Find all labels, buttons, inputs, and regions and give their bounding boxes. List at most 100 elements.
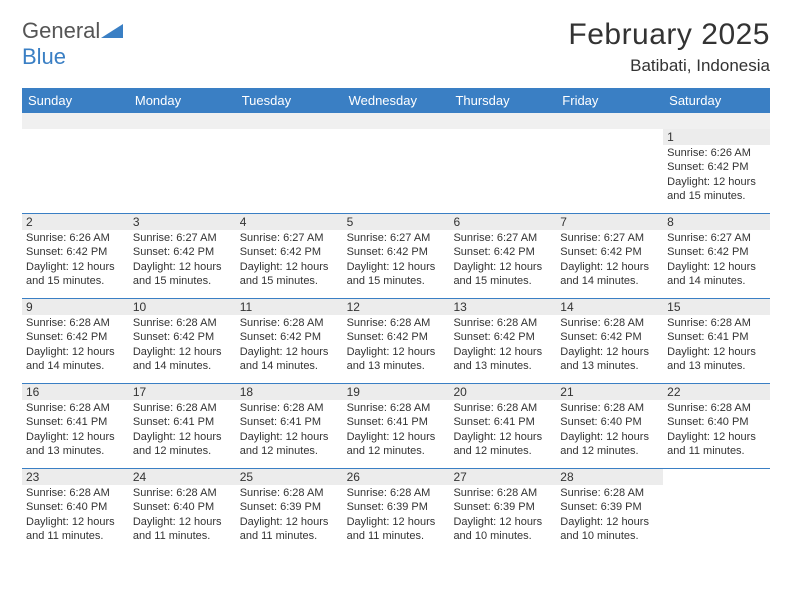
day-cell: 3Sunrise: 6:27 AMSunset: 6:42 PMDaylight… bbox=[129, 214, 236, 298]
calendar: Sunday Monday Tuesday Wednesday Thursday… bbox=[22, 88, 770, 553]
sunset-text: Sunset: 6:42 PM bbox=[667, 160, 766, 174]
daylight-text: Daylight: 12 hours and 13 minutes. bbox=[453, 345, 552, 374]
sunset-text: Sunset: 6:42 PM bbox=[133, 330, 232, 344]
day-cell: 5Sunrise: 6:27 AMSunset: 6:42 PMDaylight… bbox=[343, 214, 450, 298]
sunrise-text: Sunrise: 6:28 AM bbox=[26, 316, 125, 330]
weekday-header: Wednesday bbox=[343, 88, 450, 113]
day-number: 13 bbox=[449, 299, 556, 315]
day-body: Sunrise: 6:27 AMSunset: 6:42 PMDaylight:… bbox=[343, 230, 450, 292]
sunset-text: Sunset: 6:41 PM bbox=[667, 330, 766, 344]
day-number: 17 bbox=[129, 384, 236, 400]
day-number: 9 bbox=[22, 299, 129, 315]
sunrise-text: Sunrise: 6:28 AM bbox=[560, 486, 659, 500]
day-number: 15 bbox=[663, 299, 770, 315]
day-number: 7 bbox=[556, 214, 663, 230]
day-body: Sunrise: 6:27 AMSunset: 6:42 PMDaylight:… bbox=[556, 230, 663, 292]
day-number: 6 bbox=[449, 214, 556, 230]
daylight-text: Daylight: 12 hours and 13 minutes. bbox=[667, 345, 766, 374]
sunrise-text: Sunrise: 6:28 AM bbox=[453, 316, 552, 330]
daylight-text: Daylight: 12 hours and 13 minutes. bbox=[560, 345, 659, 374]
day-cell: 14Sunrise: 6:28 AMSunset: 6:42 PMDayligh… bbox=[556, 299, 663, 383]
day-body: Sunrise: 6:28 AMSunset: 6:41 PMDaylight:… bbox=[663, 315, 770, 377]
sunset-text: Sunset: 6:41 PM bbox=[347, 415, 446, 429]
sunrise-text: Sunrise: 6:28 AM bbox=[453, 486, 552, 500]
location-label: Batibati, Indonesia bbox=[568, 56, 770, 76]
sunset-text: Sunset: 6:41 PM bbox=[453, 415, 552, 429]
day-body: Sunrise: 6:28 AMSunset: 6:42 PMDaylight:… bbox=[236, 315, 343, 377]
sunset-text: Sunset: 6:41 PM bbox=[240, 415, 339, 429]
weekday-header: Sunday bbox=[22, 88, 129, 113]
daylight-text: Daylight: 12 hours and 12 minutes. bbox=[453, 430, 552, 459]
day-number: 11 bbox=[236, 299, 343, 315]
daylight-text: Daylight: 12 hours and 11 minutes. bbox=[667, 430, 766, 459]
month-title: February 2025 bbox=[568, 18, 770, 52]
sunrise-text: Sunrise: 6:26 AM bbox=[667, 146, 766, 160]
day-body: Sunrise: 6:28 AMSunset: 6:40 PMDaylight:… bbox=[129, 485, 236, 547]
day-number: 27 bbox=[449, 469, 556, 485]
day-cell: 25Sunrise: 6:28 AMSunset: 6:39 PMDayligh… bbox=[236, 469, 343, 553]
daylight-text: Daylight: 12 hours and 14 minutes. bbox=[240, 345, 339, 374]
day-number: 8 bbox=[663, 214, 770, 230]
sunset-text: Sunset: 6:42 PM bbox=[453, 245, 552, 259]
sunrise-text: Sunrise: 6:28 AM bbox=[560, 316, 659, 330]
day-cell: 1Sunrise: 6:26 AMSunset: 6:42 PMDaylight… bbox=[663, 129, 770, 213]
day-cell: 22Sunrise: 6:28 AMSunset: 6:40 PMDayligh… bbox=[663, 384, 770, 468]
day-cell: 13Sunrise: 6:28 AMSunset: 6:42 PMDayligh… bbox=[449, 299, 556, 383]
day-cell: 2Sunrise: 6:26 AMSunset: 6:42 PMDaylight… bbox=[22, 214, 129, 298]
day-number: 10 bbox=[129, 299, 236, 315]
sunset-text: Sunset: 6:40 PM bbox=[26, 500, 125, 514]
sunrise-text: Sunrise: 6:28 AM bbox=[347, 486, 446, 500]
daylight-text: Daylight: 12 hours and 12 minutes. bbox=[347, 430, 446, 459]
sunset-text: Sunset: 6:42 PM bbox=[240, 330, 339, 344]
day-cell: 9Sunrise: 6:28 AMSunset: 6:42 PMDaylight… bbox=[22, 299, 129, 383]
day-number: 23 bbox=[22, 469, 129, 485]
day-cell: 15Sunrise: 6:28 AMSunset: 6:41 PMDayligh… bbox=[663, 299, 770, 383]
sunrise-text: Sunrise: 6:27 AM bbox=[453, 231, 552, 245]
day-number: 28 bbox=[556, 469, 663, 485]
sunset-text: Sunset: 6:39 PM bbox=[560, 500, 659, 514]
daylight-text: Daylight: 12 hours and 15 minutes. bbox=[26, 260, 125, 289]
daylight-text: Daylight: 12 hours and 14 minutes. bbox=[133, 345, 232, 374]
sunrise-text: Sunrise: 6:28 AM bbox=[240, 316, 339, 330]
day-cell: 17Sunrise: 6:28 AMSunset: 6:41 PMDayligh… bbox=[129, 384, 236, 468]
daylight-text: Daylight: 12 hours and 12 minutes. bbox=[560, 430, 659, 459]
weekday-header: Friday bbox=[556, 88, 663, 113]
empty-day-cell bbox=[22, 129, 129, 213]
sunset-text: Sunset: 6:42 PM bbox=[26, 330, 125, 344]
day-body: Sunrise: 6:28 AMSunset: 6:39 PMDaylight:… bbox=[449, 485, 556, 547]
day-number: 21 bbox=[556, 384, 663, 400]
sunrise-text: Sunrise: 6:27 AM bbox=[240, 231, 339, 245]
day-cell: 12Sunrise: 6:28 AMSunset: 6:42 PMDayligh… bbox=[343, 299, 450, 383]
weekday-header-row: Sunday Monday Tuesday Wednesday Thursday… bbox=[22, 88, 770, 113]
day-body: Sunrise: 6:27 AMSunset: 6:42 PMDaylight:… bbox=[663, 230, 770, 292]
day-body: Sunrise: 6:27 AMSunset: 6:42 PMDaylight:… bbox=[129, 230, 236, 292]
day-number: 5 bbox=[343, 214, 450, 230]
daylight-text: Daylight: 12 hours and 15 minutes. bbox=[453, 260, 552, 289]
week-row: 16Sunrise: 6:28 AMSunset: 6:41 PMDayligh… bbox=[22, 383, 770, 468]
empty-day-cell bbox=[449, 129, 556, 213]
logo-triangle-icon bbox=[101, 24, 123, 38]
week-row: 9Sunrise: 6:28 AMSunset: 6:42 PMDaylight… bbox=[22, 298, 770, 383]
sunrise-text: Sunrise: 6:28 AM bbox=[560, 401, 659, 415]
sunset-text: Sunset: 6:42 PM bbox=[667, 245, 766, 259]
day-cell: 10Sunrise: 6:28 AMSunset: 6:42 PMDayligh… bbox=[129, 299, 236, 383]
sunset-text: Sunset: 6:42 PM bbox=[26, 245, 125, 259]
sunrise-text: Sunrise: 6:28 AM bbox=[453, 401, 552, 415]
sunset-text: Sunset: 6:39 PM bbox=[240, 500, 339, 514]
sunrise-text: Sunrise: 6:28 AM bbox=[240, 486, 339, 500]
day-number: 24 bbox=[129, 469, 236, 485]
day-body: Sunrise: 6:28 AMSunset: 6:40 PMDaylight:… bbox=[556, 400, 663, 462]
empty-day-cell bbox=[129, 129, 236, 213]
day-body: Sunrise: 6:28 AMSunset: 6:42 PMDaylight:… bbox=[343, 315, 450, 377]
logo: General Blue bbox=[22, 18, 123, 70]
sunset-text: Sunset: 6:42 PM bbox=[560, 245, 659, 259]
daylight-text: Daylight: 12 hours and 13 minutes. bbox=[26, 430, 125, 459]
blank-row bbox=[22, 113, 770, 129]
sunrise-text: Sunrise: 6:27 AM bbox=[560, 231, 659, 245]
empty-day-cell bbox=[236, 129, 343, 213]
day-cell: 28Sunrise: 6:28 AMSunset: 6:39 PMDayligh… bbox=[556, 469, 663, 553]
day-number: 2 bbox=[22, 214, 129, 230]
weekday-header: Tuesday bbox=[236, 88, 343, 113]
sunset-text: Sunset: 6:40 PM bbox=[667, 415, 766, 429]
day-body: Sunrise: 6:27 AMSunset: 6:42 PMDaylight:… bbox=[449, 230, 556, 292]
